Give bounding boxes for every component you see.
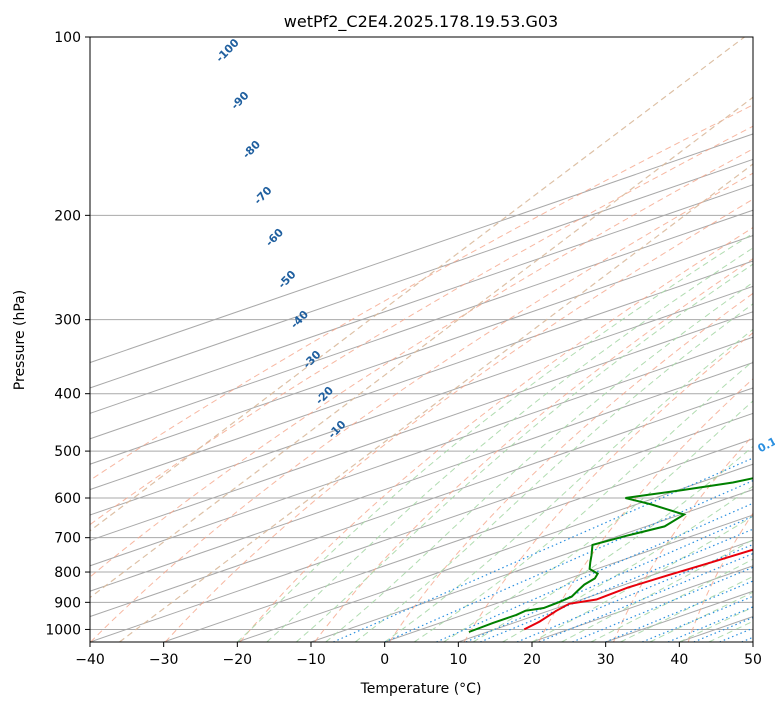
y-tick-label: 500 bbox=[54, 444, 81, 460]
x-tick-label: 20 bbox=[523, 652, 541, 668]
y-tick-label: 700 bbox=[54, 531, 81, 547]
y-tick-label: 800 bbox=[54, 565, 81, 581]
y-tick-label: 1000 bbox=[45, 622, 81, 638]
y-tick-label: 400 bbox=[54, 387, 81, 403]
chart-title: wetPf2_C2E4.2025.178.19.53.G03 bbox=[284, 12, 558, 32]
x-tick-label: 50 bbox=[744, 652, 762, 668]
x-tick-label: 10 bbox=[449, 652, 467, 668]
y-axis-label: Pressure (hPa) bbox=[12, 290, 28, 390]
x-axis-label: Temperature (°C) bbox=[360, 681, 482, 697]
x-tick-label: −40 bbox=[75, 652, 105, 668]
y-tick-label: 900 bbox=[54, 595, 81, 611]
y-tick-label: 200 bbox=[54, 208, 81, 224]
x-tick-label: −20 bbox=[223, 652, 253, 668]
x-tick-label: 40 bbox=[670, 652, 688, 668]
x-tick-label: −10 bbox=[296, 652, 326, 668]
y-tick-label: 600 bbox=[54, 491, 81, 507]
x-tick-label: 0 bbox=[380, 652, 389, 668]
x-tick-label: −30 bbox=[149, 652, 179, 668]
x-tick-label: 30 bbox=[597, 652, 615, 668]
y-tick-label: 300 bbox=[54, 313, 81, 329]
y-tick-label: 100 bbox=[54, 30, 81, 46]
